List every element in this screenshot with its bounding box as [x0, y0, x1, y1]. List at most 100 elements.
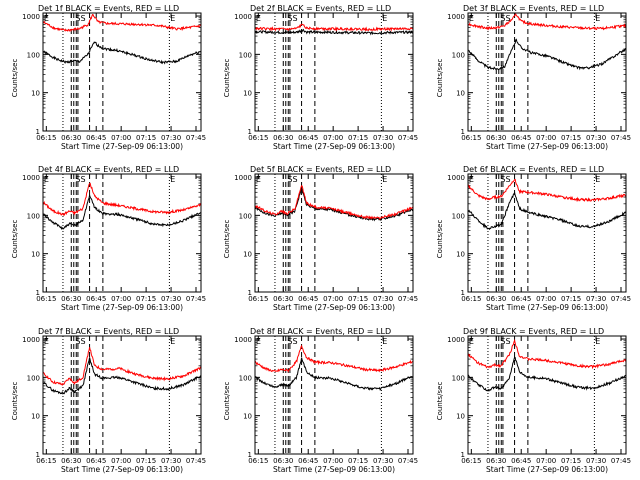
marker-e-right: E [382, 337, 387, 346]
y-tick-label: 1 [36, 451, 40, 459]
x-tick-label: 07:30 [161, 295, 181, 303]
y-tick-label: 10 [456, 413, 465, 421]
series-events [254, 28, 413, 36]
marker-e-left: E [469, 14, 474, 23]
panel-title: Det 9f BLACK = Events, RED = LLD [463, 327, 604, 336]
y-axis-label: Counts/sec [11, 59, 19, 98]
y-tick-label: 100 [27, 212, 40, 220]
series-events [467, 356, 626, 392]
y-tick-label: 100 [27, 374, 40, 382]
y-tick-label: 100 [239, 51, 252, 59]
x-tick-label: 06:15 [248, 295, 268, 303]
panel-title: Det 2f BLACK = Events, RED = LLD [250, 4, 391, 13]
x-tick-label: 07:30 [161, 457, 181, 465]
panel-det-4: Det 4f BLACK = Events, RED = LLD 1 10 100 10… [11, 165, 206, 312]
x-tick-label: 07:30 [586, 134, 606, 142]
series-events [42, 41, 202, 65]
y-tick-label: 1000 [22, 174, 40, 182]
y-tick-label: 100 [27, 51, 40, 59]
marker-s-cluster: SS [287, 337, 297, 346]
plot-frame [254, 173, 414, 293]
x-tick-label: 07:45 [611, 134, 631, 142]
x-tick-label: 06:30 [61, 295, 81, 303]
x-tick-label: 06:30 [273, 457, 293, 465]
plot-frame [254, 335, 414, 455]
x-axis-label: Start Time (27-Sep-09 06:13:00) [486, 303, 608, 312]
series-lld [467, 338, 627, 370]
y-tick-label: 10 [456, 90, 465, 98]
y-axis-label: Counts/sec [223, 382, 231, 421]
x-tick-label: 07:30 [161, 134, 181, 142]
x-tick-label: 06:30 [273, 134, 293, 142]
marker-e-left: E [256, 175, 261, 184]
x-tick-label: 07:30 [586, 295, 606, 303]
y-tick-label: 1 [248, 289, 252, 297]
plot-frame [42, 173, 202, 293]
x-axis-label: Start Time (27-Sep-09 06:13:00) [273, 303, 395, 312]
x-tick-label: 07:00 [323, 295, 343, 303]
x-tick-label: 06:30 [61, 457, 81, 465]
x-tick-label: 07:30 [373, 457, 393, 465]
x-tick-label: 06:45 [86, 295, 106, 303]
y-tick-label: 100 [452, 374, 465, 382]
series-lld [467, 12, 627, 31]
panel-det-6: Det 6f BLACK = Events, RED = LLD 1 10 100 10… [436, 165, 631, 312]
x-tick-label: 06:45 [511, 295, 531, 303]
marker-e-right: E [595, 337, 600, 346]
plot-frame [42, 12, 202, 132]
marker-e-left: E [469, 337, 474, 346]
panel-title: Det 1f BLACK = Events, RED = LLD [38, 4, 179, 13]
y-tick-label: 10 [243, 90, 252, 98]
x-tick-label: 06:15 [248, 457, 268, 465]
y-axis-label: Counts/sec [11, 382, 19, 421]
series-events [254, 357, 414, 391]
x-tick-label: 06:15 [36, 295, 56, 303]
x-tick-label: 07:00 [111, 295, 131, 303]
x-tick-label: 07:30 [373, 134, 393, 142]
y-tick-label: 1 [36, 289, 40, 297]
y-tick-label: 10 [456, 251, 465, 259]
plot-frame [467, 335, 627, 455]
series-lld [42, 182, 202, 217]
x-tick-label: 07:45 [186, 295, 206, 303]
x-axis-label: Start Time (27-Sep-09 06:13:00) [273, 142, 395, 151]
x-tick-label: 06:45 [298, 457, 318, 465]
x-axis-label: Start Time (27-Sep-09 06:13:00) [61, 465, 183, 474]
plot-frame [467, 12, 627, 132]
y-tick-label: 1000 [447, 336, 465, 344]
marker-s-cluster: SS [287, 175, 297, 184]
x-tick-label: 07:00 [536, 134, 556, 142]
y-tick-label: 1000 [22, 336, 40, 344]
marker-s-cluster: SS [75, 14, 85, 23]
x-tick-label: 07:00 [536, 457, 556, 465]
y-tick-label: 100 [239, 212, 252, 220]
series-lld [254, 23, 414, 32]
panel-det-9: Det 9f BLACK = Events, RED = LLD 1 10 100 10… [436, 327, 631, 474]
y-tick-label: 1000 [22, 13, 40, 21]
x-tick-label: 07:15 [136, 134, 156, 142]
marker-s-cluster: SS [500, 337, 510, 346]
x-axis-label: Start Time (27-Sep-09 06:13:00) [486, 142, 608, 151]
series-lld [254, 344, 414, 373]
y-tick-label: 1 [248, 128, 252, 136]
series-events [42, 357, 202, 395]
marker-s-cluster: SS [287, 14, 297, 23]
y-tick-label: 10 [31, 90, 40, 98]
x-tick-label: 06:45 [298, 295, 318, 303]
x-tick-label: 07:30 [586, 457, 606, 465]
series-lld [42, 347, 201, 386]
marker-e-right: E [170, 14, 175, 23]
x-tick-label: 07:45 [186, 457, 206, 465]
x-tick-label: 06:15 [36, 134, 56, 142]
series-events [254, 186, 414, 222]
x-tick-label: 07:30 [373, 295, 393, 303]
y-axis-label: Counts/sec [436, 220, 444, 259]
marker-s-cluster: SS [500, 14, 510, 23]
y-tick-label: 10 [31, 413, 40, 421]
series-events [467, 191, 627, 231]
marker-e-left: E [469, 175, 474, 184]
x-tick-label: 07:00 [111, 134, 131, 142]
x-tick-label: 06:15 [461, 295, 481, 303]
y-tick-label: 10 [31, 251, 40, 259]
x-tick-label: 07:45 [611, 295, 631, 303]
